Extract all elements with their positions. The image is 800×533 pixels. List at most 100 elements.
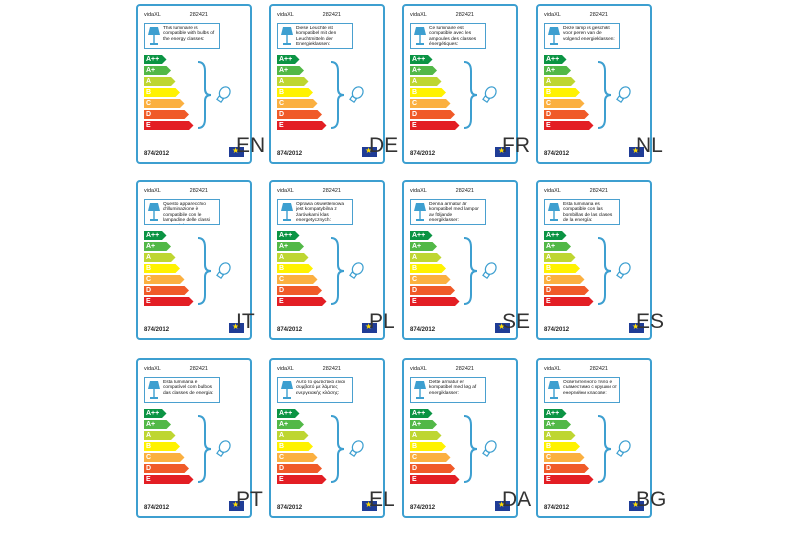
brace-bulb-icon	[462, 237, 502, 305]
energy-class-bar: C	[410, 275, 500, 284]
label-footer: 874/2012	[144, 499, 244, 511]
energy-class-bar: B	[544, 264, 634, 273]
energy-class-bar: A++	[410, 55, 500, 64]
language-code: SE	[502, 310, 531, 333]
energy-class-bar: A	[277, 431, 367, 440]
energy-class-bar: D	[544, 110, 634, 119]
energy-class-letter: C	[412, 276, 418, 283]
energy-class-letter: D	[412, 465, 418, 472]
energy-class-letter: E	[279, 122, 284, 129]
info-box: Deze lamp is geschikt voor peren van de …	[544, 23, 620, 49]
brand-name: vidaXL	[544, 366, 561, 372]
brace-bulb-icon	[196, 61, 236, 129]
energy-class-letter: D	[279, 111, 285, 118]
energy-class-bar: E	[410, 121, 500, 130]
brand-name: vidaXL	[144, 188, 161, 194]
energy-class-bar: E	[144, 121, 234, 130]
energy-class-bar: C	[277, 99, 367, 108]
label-header: vidaXL 282421	[410, 366, 510, 372]
energy-class-letter: D	[546, 465, 552, 472]
energy-class-bar: C	[544, 99, 634, 108]
brand-name: vidaXL	[410, 188, 427, 194]
regulation-number: 874/2012	[144, 151, 170, 157]
energy-class-bar: A++	[277, 409, 367, 418]
energy-class-letter: A++	[412, 56, 426, 63]
brand-name: vidaXL	[277, 12, 294, 18]
table-lamp-icon	[281, 27, 293, 45]
energy-class-bar: A+	[410, 420, 500, 429]
energy-label-cell: vidaXL 282421 Esta luminária é compatível …	[136, 354, 336, 531]
info-box: Oprawa oświetleniowa jest kompatybilna z…	[277, 199, 353, 225]
energy-class-letter: B	[412, 89, 418, 96]
info-box: Αυτό το φωτιστικό είναι συμβατό με λάμπε…	[277, 377, 353, 403]
energy-label-card: vidaXL 282421 Esta luminária é compatível …	[136, 358, 252, 518]
energy-class-scale: A++ A+ A B C D E	[544, 231, 634, 308]
energy-label-card: vidaXL 282421 Deze lamp is geschikt voor p…	[536, 4, 652, 164]
regulation-number: 874/2012	[410, 327, 436, 333]
brace-bulb-icon	[196, 415, 236, 483]
brand-name: vidaXL	[544, 12, 561, 18]
energy-label-cell: vidaXL 282421 Αυτό το φωτιστικό είναι συμβ…	[269, 354, 469, 531]
energy-class-letter: C	[146, 100, 152, 107]
energy-class-letter: B	[546, 89, 552, 96]
product-code: 282421	[322, 188, 341, 194]
energy-class-bar: E	[410, 297, 500, 306]
energy-class-bar: A+	[410, 66, 500, 75]
product-code: 282421	[189, 366, 208, 372]
language-code: PT	[236, 488, 263, 511]
compatibility-text: Dette armatur er kompatibel med løg af e…	[429, 380, 477, 396]
regulation-number: 874/2012	[544, 327, 570, 333]
energy-class-bar: A	[410, 431, 500, 440]
energy-label-cell: vidaXL 282421 Ce luminaire est compatible …	[402, 0, 602, 177]
energy-label-card: vidaXL 282421 This luminaire is compatible…	[136, 4, 252, 164]
compatibility-text: Esta luminaria es compatible con las bom…	[563, 202, 613, 224]
label-header: vidaXL 282421	[410, 12, 510, 18]
eu-flag-icon	[229, 322, 244, 333]
energy-class-bar: D	[144, 110, 234, 119]
energy-class-bar: A++	[410, 409, 500, 418]
energy-class-letter: B	[146, 89, 152, 96]
energy-class-bar: A	[544, 77, 634, 86]
energy-class-letter: C	[146, 276, 152, 283]
energy-class-bar: D	[144, 286, 234, 295]
energy-class-letter: B	[546, 443, 552, 450]
energy-class-letter: A+	[546, 243, 556, 250]
energy-class-bar: C	[277, 275, 367, 284]
label-header: vidaXL 282421	[410, 188, 510, 194]
info-box: This luminaire is compatible with bulbs …	[144, 23, 220, 49]
label-footer: 874/2012	[144, 321, 244, 333]
energy-class-bar: A	[277, 77, 367, 86]
energy-class-bar: E	[144, 475, 234, 484]
table-lamp-icon	[148, 27, 160, 45]
energy-class-scale: A++ A+ A B C D E	[410, 55, 500, 132]
product-code: 282421	[189, 188, 208, 194]
energy-class-letter: E	[412, 476, 417, 483]
product-code: 282421	[589, 188, 608, 194]
energy-class-letter: A+	[546, 67, 556, 74]
energy-class-bar: D	[544, 286, 634, 295]
energy-class-bar: E	[410, 475, 500, 484]
energy-class-bar: A+	[277, 242, 367, 251]
compatibility-text: Esta luminária é compatível com bulbos d…	[163, 380, 214, 396]
regulation-number: 874/2012	[410, 505, 436, 511]
language-code: ES	[636, 310, 665, 333]
energy-class-bar: C	[277, 453, 367, 462]
energy-class-bar: A++	[544, 409, 634, 418]
table-lamp-icon	[148, 381, 160, 399]
brace-bulb-icon	[329, 61, 369, 129]
energy-class-scale: A++ A+ A B C D E	[277, 409, 367, 486]
language-code: DE	[369, 134, 399, 157]
energy-class-bar: A	[144, 253, 234, 262]
energy-class-scale: A++ A+ A B C D E	[544, 55, 634, 132]
table-lamp-icon	[548, 203, 560, 221]
language-code: IT	[236, 310, 255, 333]
language-code: PL	[369, 310, 395, 333]
label-footer: 874/2012	[277, 499, 377, 511]
energy-class-letter: A+	[146, 421, 156, 428]
energy-class-bar: A	[144, 431, 234, 440]
energy-class-bar: B	[544, 88, 634, 97]
energy-label-card: vidaXL 282421 Diese Leuchte ist kompatibel…	[269, 4, 385, 164]
energy-label-card: vidaXL 282421 Questo apparecchio d'illumin…	[136, 180, 252, 340]
energy-class-bar: B	[410, 264, 500, 273]
eu-flag-icon	[629, 500, 644, 511]
